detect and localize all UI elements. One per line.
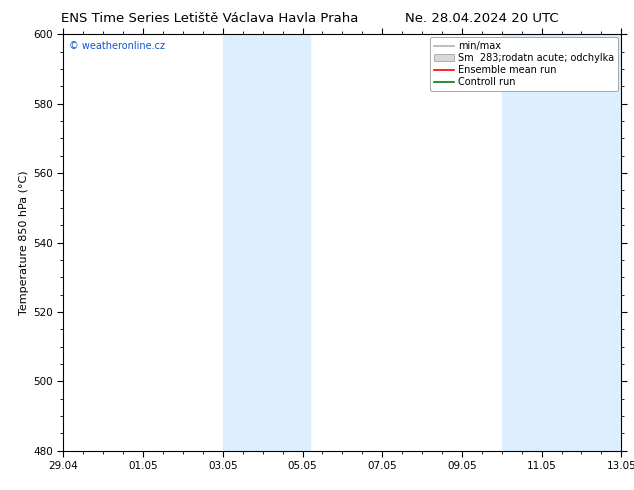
Text: Ne. 28.04.2024 20 UTC: Ne. 28.04.2024 20 UTC (405, 12, 559, 25)
Bar (501, 34, 621, 451)
Legend: min/max, Sm  283;rodatn acute; odchylka, Ensemble mean run, Controll run: min/max, Sm 283;rodatn acute; odchylka, … (430, 37, 618, 91)
Bar (223, 34, 311, 451)
Y-axis label: Temperature 850 hPa (°C): Temperature 850 hPa (°C) (19, 170, 29, 315)
Text: ENS Time Series Letiště Václava Havla Praha: ENS Time Series Letiště Václava Havla Pr… (60, 12, 358, 25)
Text: © weatheronline.cz: © weatheronline.cz (69, 41, 165, 50)
